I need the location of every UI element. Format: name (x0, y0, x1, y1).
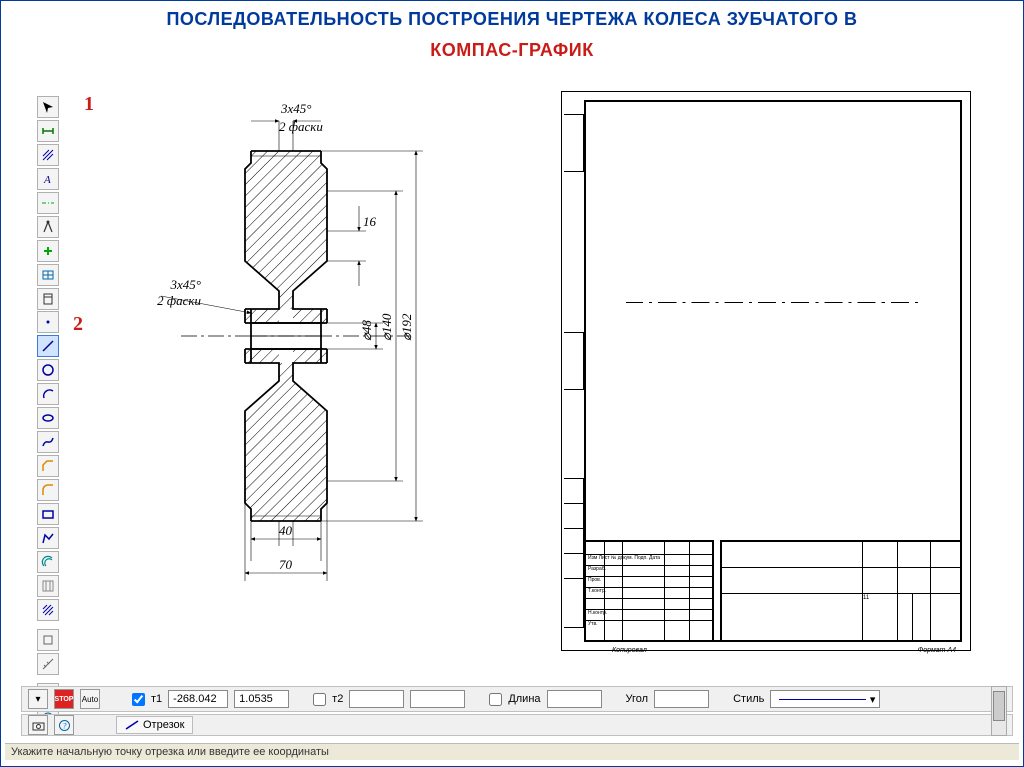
tool-ellipse-icon[interactable] (37, 407, 59, 429)
hint-bar: Укажите начальную точку отрезка или введ… (5, 743, 1019, 760)
tool-offset-icon[interactable] (37, 551, 59, 573)
drawing-frame: Изм Лист № докум. Подп. Дата Разраб. Про… (561, 91, 971, 651)
dim-d192: ⌀192 (399, 313, 414, 341)
style-label: Стиль (733, 693, 764, 705)
t2-label: т2 (332, 693, 343, 705)
tool-sheet-icon[interactable] (37, 288, 59, 310)
t1-checkbox[interactable] (132, 693, 145, 706)
geometry-toolbar: ? (37, 311, 61, 729)
tool-hatch2-icon[interactable] (37, 599, 59, 621)
page-title-line2: КОМПАС-ГРАФИК (1, 32, 1023, 63)
angle-input[interactable] (654, 690, 709, 708)
frame-centerline (626, 302, 920, 303)
t2-x-input[interactable] (349, 690, 404, 708)
segment-tab[interactable]: Отрезок (116, 716, 193, 734)
style-select[interactable]: ▾ (770, 690, 880, 708)
t1-x-input[interactable] (168, 690, 228, 708)
tool-measure-icon[interactable] (37, 653, 59, 675)
auto-button[interactable]: Auto (80, 689, 100, 709)
tool-circle-icon[interactable] (37, 359, 59, 381)
dim-chamfer-top: 3x45° (280, 101, 311, 116)
dim-chamfer-hub: 3x45° (170, 277, 201, 292)
arrow-down-icon[interactable]: ▾ (28, 689, 48, 709)
dim-chamfer-hub-note: 2 фаски (157, 293, 201, 308)
marker-2: 2 (73, 313, 83, 336)
tool-poly-icon[interactable] (37, 527, 59, 549)
tool-axis-icon[interactable] (37, 192, 59, 214)
stop-button[interactable]: STOP (54, 689, 74, 709)
tool-fillet-icon[interactable] (37, 479, 59, 501)
toolbar-separator (37, 623, 59, 627)
compact-panel-toolbar: A (37, 96, 61, 316)
toolbar-separator (37, 677, 59, 681)
dim-rim-thickness: 16 (363, 214, 377, 229)
dim-total-width: 70 (279, 557, 293, 572)
length-input[interactable] (547, 690, 602, 708)
tool-chamfer-icon[interactable] (37, 455, 59, 477)
tool-point-icon[interactable] (37, 311, 59, 333)
marker-1: 1 (84, 93, 94, 116)
svg-text:A: A (43, 174, 51, 186)
tool-hatch-icon[interactable] (37, 144, 59, 166)
length-checkbox[interactable] (489, 693, 502, 706)
dim-chamfer-top-note: 2 фаски (279, 119, 323, 134)
t1-y-input[interactable] (234, 690, 289, 708)
tool-arc-icon[interactable] (37, 383, 59, 405)
page-title-line1: ПОСЛЕДОВАТЕЛЬНОСТЬ ПОСТРОЕНИЯ ЧЕРТЕЖА КО… (1, 1, 1023, 32)
tool-rect-icon[interactable] (37, 503, 59, 525)
angle-label: Угол (626, 693, 649, 705)
t2-checkbox[interactable] (313, 693, 326, 706)
dim-d48: ⌀48 (359, 320, 374, 341)
property-bar: ▾ STOP Auto т1 т2 Длина Угол Стиль ▾ ? О… (21, 686, 1013, 736)
tool-dimension-icon[interactable] (37, 120, 59, 142)
tool-text-icon[interactable]: A (37, 168, 59, 190)
gear-drawing: 3x45° 2 фаски 3x45° 2 фаски 16 ⌀48 ⌀140 … (101, 91, 481, 631)
tool-plus-icon[interactable] (37, 240, 59, 262)
dim-hub-width: 40 (279, 523, 293, 538)
property-scrollbar[interactable] (991, 686, 1007, 736)
tool-constraint-icon[interactable] (37, 629, 59, 651)
tool-table-icon[interactable] (37, 264, 59, 286)
camera-icon[interactable] (28, 715, 48, 735)
tool-compass-icon[interactable] (37, 216, 59, 238)
tool-project-icon[interactable] (37, 575, 59, 597)
svg-text:?: ? (62, 721, 66, 730)
dim-d140: ⌀140 (379, 313, 394, 341)
tool-line-icon[interactable] (37, 335, 59, 357)
t2-y-input[interactable] (410, 690, 465, 708)
title-block: 11 Формат А4 Копировал (720, 540, 960, 640)
tool-spline-icon[interactable] (37, 431, 59, 453)
tool-select-icon[interactable] (37, 96, 59, 118)
t1-label: т1 (151, 693, 162, 705)
revision-block: Изм Лист № докум. Подп. Дата Разраб. Про… (586, 540, 714, 640)
help-icon[interactable]: ? (54, 715, 74, 735)
length-label: Длина (508, 693, 540, 705)
